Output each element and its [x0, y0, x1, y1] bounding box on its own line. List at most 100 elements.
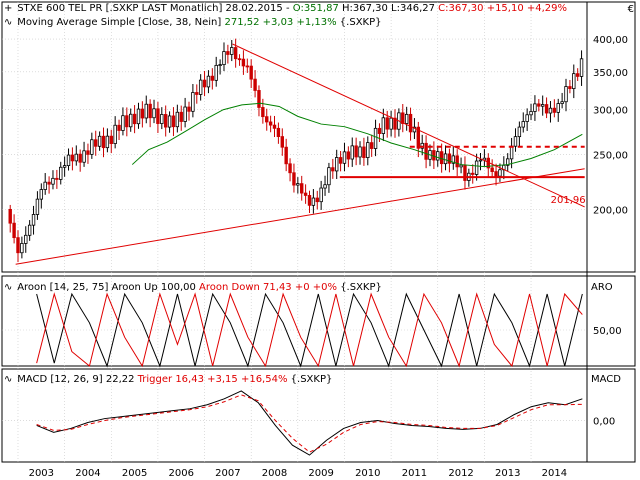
y-tick-label: 200,00	[593, 205, 628, 216]
candle-body	[533, 103, 537, 112]
candle-body	[66, 154, 71, 167]
candle-body	[552, 107, 557, 113]
ma-header: ∿ Moving Average Simple [Close, 38, Nein…	[4, 17, 382, 29]
candle-body	[323, 184, 327, 189]
x-tick-label: 2014	[542, 468, 567, 479]
candle-body	[90, 139, 94, 155]
candle-body	[436, 151, 440, 161]
candle-body	[241, 58, 246, 67]
candle-body	[540, 104, 545, 107]
x-tick-label: 2010	[355, 468, 380, 479]
y-tick-label: 300,00	[593, 106, 628, 117]
candle-body	[121, 115, 125, 131]
candle-body	[513, 136, 518, 147]
candle-body	[218, 64, 222, 67]
candle-body	[249, 65, 253, 80]
y-tick-label: 350,00	[593, 68, 628, 79]
candle-body	[101, 135, 106, 149]
candle-body	[210, 75, 215, 81]
candle-body	[245, 65, 250, 68]
x-tick-label: 2011	[402, 468, 427, 479]
macd-suffix: {.SXKP}	[287, 374, 333, 385]
trend-line	[232, 43, 585, 208]
candle-body	[537, 103, 541, 107]
y-tick-label: 400,00	[593, 35, 628, 46]
macd-panel-label: MACD	[591, 374, 621, 385]
ma-suffix: {.SXKP}	[336, 17, 382, 28]
candle-body	[39, 189, 44, 200]
candle-body	[24, 234, 28, 244]
wave-icon: ∿	[4, 374, 13, 385]
candle-body	[125, 115, 129, 128]
candle-body	[276, 127, 281, 137]
candle-body	[20, 243, 24, 254]
x-tick-label: 2013	[495, 468, 520, 479]
candle-body	[474, 160, 479, 175]
candle-body	[315, 197, 319, 203]
aroon-panel-label: ARO	[591, 282, 613, 293]
candle-body	[16, 237, 20, 254]
candle-body	[529, 111, 533, 116]
candle-body	[265, 116, 269, 123]
macd-line	[36, 390, 583, 456]
candle-body	[506, 158, 510, 166]
candle-body	[86, 150, 90, 155]
candle-body	[51, 177, 55, 185]
candle-body	[451, 155, 455, 164]
x-tick-label: 2008	[262, 468, 287, 479]
candle-body	[62, 165, 67, 168]
candle-body	[362, 146, 366, 158]
x-tick-label: 2003	[29, 468, 54, 479]
candle-body	[385, 117, 389, 130]
candle-body	[579, 58, 584, 77]
candle-body	[55, 177, 59, 180]
candle-body	[408, 113, 413, 133]
crosshair-icon: +	[4, 3, 13, 14]
candle-body	[171, 115, 176, 128]
currency-label: €	[627, 4, 634, 15]
price-open: O:351,87	[292, 3, 339, 14]
candle-body	[105, 135, 110, 149]
candle-body	[292, 172, 296, 186]
macd-header: ∿ MACD [12, 26, 9] 22,22 Trigger 16,43 +…	[4, 374, 332, 386]
candle-body	[350, 145, 354, 160]
candle-body	[296, 183, 300, 186]
candle-body	[167, 115, 172, 128]
price-header: + STXE 600 TEL PR [.SXKP LAST Monatlich]…	[4, 3, 567, 15]
candle-body	[471, 172, 475, 175]
candle-body	[424, 142, 428, 160]
candle-body	[401, 112, 405, 124]
candle-body	[373, 127, 378, 149]
candle-body	[31, 214, 36, 226]
candle-body	[148, 103, 152, 119]
candle-body	[416, 126, 421, 149]
macd-tick-label: 0,00	[593, 417, 615, 428]
ma-label: Moving Average Simple [Close, 38, Nein]	[17, 17, 225, 28]
candle-body	[568, 86, 572, 89]
candle-body	[78, 153, 82, 163]
candle-body	[459, 164, 463, 168]
candle-body	[494, 171, 498, 177]
candle-body	[564, 86, 568, 103]
candle-body	[482, 157, 487, 161]
candle-body	[272, 124, 277, 129]
candle-body	[156, 108, 160, 124]
candle-body	[59, 166, 63, 180]
candle-body	[109, 135, 113, 144]
candle-body	[152, 108, 156, 119]
candle-body	[342, 151, 347, 164]
candle-body	[393, 117, 397, 130]
candle-body	[43, 181, 47, 190]
candle-body	[455, 155, 459, 168]
candle-body	[369, 142, 374, 149]
candle-body	[280, 136, 284, 148]
candle-body	[206, 75, 211, 88]
candle-body	[222, 51, 226, 66]
candle-body	[521, 121, 525, 128]
candle-body	[288, 163, 292, 174]
candle-body	[198, 79, 203, 95]
candle-body	[548, 107, 553, 114]
candle-body	[8, 208, 12, 224]
